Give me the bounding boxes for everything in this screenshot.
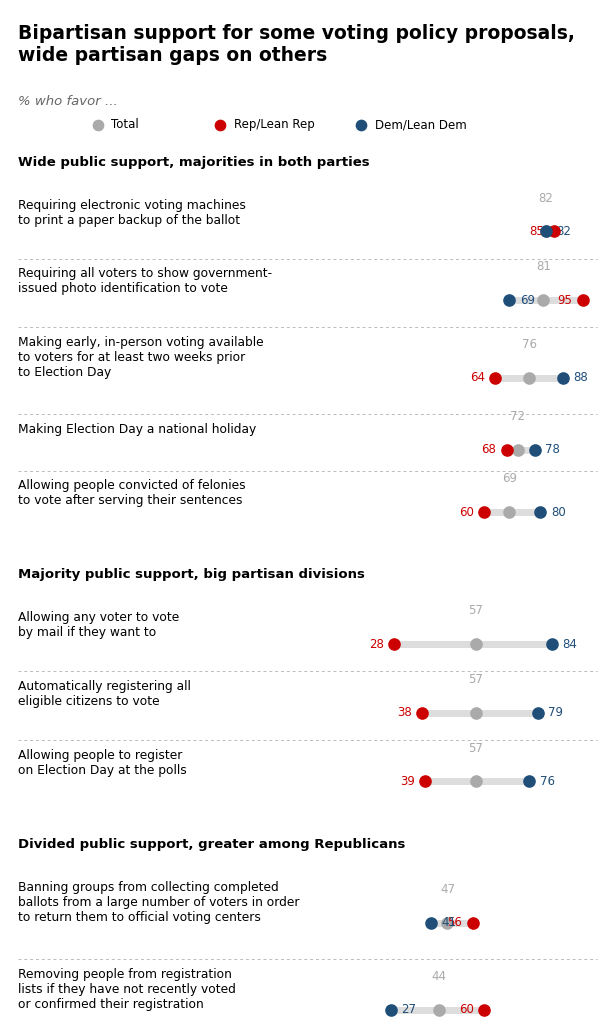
Point bbox=[578, 292, 588, 308]
Point bbox=[356, 117, 366, 133]
Text: Dem/Lean Dem: Dem/Lean Dem bbox=[375, 119, 466, 131]
Text: 85: 85 bbox=[529, 225, 544, 238]
Text: 95: 95 bbox=[558, 294, 572, 306]
Text: 79: 79 bbox=[548, 707, 563, 719]
Text: 76: 76 bbox=[540, 775, 554, 787]
Point bbox=[541, 223, 551, 240]
Point bbox=[558, 370, 568, 386]
Point bbox=[532, 705, 542, 721]
Point bbox=[420, 773, 430, 790]
Point bbox=[215, 117, 225, 133]
Text: Automatically registering all
eligible citizens to vote: Automatically registering all eligible c… bbox=[18, 680, 191, 708]
Text: Bipartisan support for some voting policy proposals,
wide partisan gaps on other: Bipartisan support for some voting polic… bbox=[18, 24, 575, 65]
Text: 64: 64 bbox=[470, 372, 485, 384]
Text: Total: Total bbox=[111, 119, 139, 131]
Point bbox=[468, 914, 478, 931]
Text: 41: 41 bbox=[441, 916, 456, 929]
Text: 57: 57 bbox=[468, 741, 483, 755]
Text: 28: 28 bbox=[368, 638, 384, 650]
Point bbox=[479, 504, 489, 520]
Point bbox=[536, 504, 545, 520]
Point bbox=[471, 773, 480, 790]
Text: Allowing people convicted of felonies
to vote after serving their sentences: Allowing people convicted of felonies to… bbox=[18, 479, 246, 507]
Point bbox=[434, 1001, 444, 1018]
Point bbox=[539, 292, 548, 308]
Text: Banning groups from collecting completed
ballots from a large number of voters i: Banning groups from collecting completed… bbox=[18, 881, 300, 924]
Text: 81: 81 bbox=[536, 260, 551, 273]
Text: Divided public support, greater among Republicans: Divided public support, greater among Re… bbox=[18, 838, 406, 851]
Text: Removing people from registration
lists if they have not recently voted
or confi: Removing people from registration lists … bbox=[18, 968, 236, 1011]
Point bbox=[550, 223, 559, 240]
Point bbox=[479, 1001, 489, 1018]
Point bbox=[386, 1001, 396, 1018]
Text: 47: 47 bbox=[440, 883, 455, 896]
Point bbox=[502, 441, 512, 458]
Text: 57: 57 bbox=[468, 673, 483, 686]
Text: 72: 72 bbox=[510, 410, 525, 423]
Point bbox=[504, 504, 514, 520]
Text: 60: 60 bbox=[459, 506, 474, 518]
Text: Requiring all voters to show government-
issued photo identification to vote: Requiring all voters to show government-… bbox=[18, 267, 272, 295]
Text: Majority public support, big partisan divisions: Majority public support, big partisan di… bbox=[18, 568, 365, 582]
Text: 69: 69 bbox=[502, 472, 517, 485]
Point bbox=[93, 117, 103, 133]
Text: 78: 78 bbox=[545, 443, 560, 456]
Point bbox=[417, 705, 427, 721]
Point bbox=[504, 292, 514, 308]
Text: Allowing people to register
on Election Day at the polls: Allowing people to register on Election … bbox=[18, 749, 187, 776]
Point bbox=[530, 441, 540, 458]
Text: % who favor ...: % who favor ... bbox=[18, 95, 118, 109]
Text: 82: 82 bbox=[556, 225, 572, 238]
Text: 56: 56 bbox=[447, 916, 463, 929]
Text: 69: 69 bbox=[520, 294, 535, 306]
Point bbox=[524, 773, 534, 790]
Text: Allowing any voter to vote
by mail if they want to: Allowing any voter to vote by mail if th… bbox=[18, 611, 179, 639]
Point bbox=[490, 370, 500, 386]
Text: 68: 68 bbox=[481, 443, 496, 456]
Text: 84: 84 bbox=[562, 638, 577, 650]
Text: 38: 38 bbox=[397, 707, 412, 719]
Point bbox=[426, 914, 436, 931]
Text: Requiring electronic voting machines
to print a paper backup of the ballot: Requiring electronic voting machines to … bbox=[18, 199, 246, 226]
Text: 57: 57 bbox=[468, 604, 483, 617]
Text: 44: 44 bbox=[431, 970, 447, 983]
Text: 82: 82 bbox=[539, 191, 553, 205]
Point bbox=[442, 914, 452, 931]
Text: Wide public support, majorities in both parties: Wide public support, majorities in both … bbox=[18, 156, 370, 169]
Point bbox=[513, 441, 523, 458]
Point bbox=[524, 370, 534, 386]
Text: 76: 76 bbox=[521, 338, 537, 351]
Text: 88: 88 bbox=[573, 372, 588, 384]
Point bbox=[389, 636, 399, 652]
Text: Rep/Lean Rep: Rep/Lean Rep bbox=[234, 119, 315, 131]
Text: Making early, in-person voting available
to voters for at least two weeks prior
: Making early, in-person voting available… bbox=[18, 336, 264, 379]
Point bbox=[471, 705, 480, 721]
Text: Making Election Day a national holiday: Making Election Day a national holiday bbox=[18, 423, 256, 436]
Text: 80: 80 bbox=[551, 506, 565, 518]
Text: 39: 39 bbox=[400, 775, 414, 787]
Text: 60: 60 bbox=[459, 1004, 474, 1016]
Point bbox=[547, 636, 556, 652]
Text: 27: 27 bbox=[401, 1004, 417, 1016]
Point bbox=[541, 223, 551, 240]
Point bbox=[471, 636, 480, 652]
